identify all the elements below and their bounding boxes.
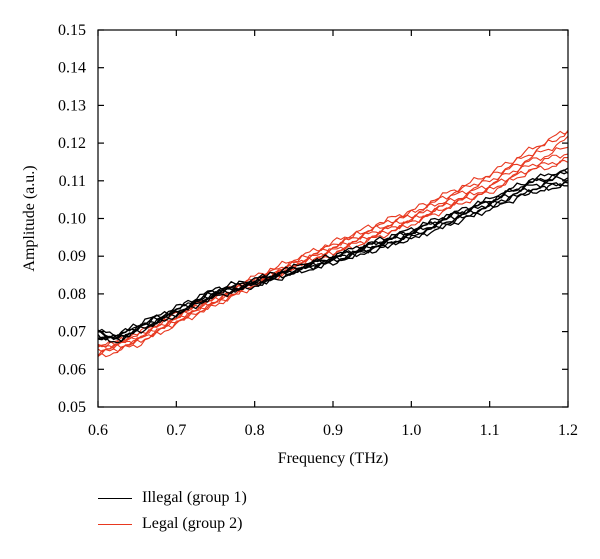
x-tick-label: 0.8 [245,422,265,439]
x-axis-label: Frequency (THz) [278,450,389,467]
series-line-illegal-5 [97,169,569,339]
y-tick-label: 0.07 [58,324,86,341]
x-tick-label: 1.1 [480,422,500,439]
x-tick-label: 1.0 [401,422,421,439]
x-tick-label: 1.2 [558,422,578,439]
y-tick-label: 0.12 [58,135,86,152]
legend: Illegal (group 1) Legal (group 2) [98,487,358,547]
legend-swatch-legal [98,523,132,525]
legend-item-illegal: Illegal (group 1) [98,487,247,509]
x-tick-label: 0.7 [166,422,186,439]
y-tick-label: 0.13 [58,97,86,114]
series-line-illegal-0 [97,167,569,340]
y-tick-label: 0.06 [58,361,86,378]
legend-item-legal: Legal (group 2) [98,513,242,535]
y-tick-label: 0.10 [58,211,86,228]
plot-frame [97,29,569,408]
legend-label-illegal: Illegal (group 1) [142,489,247,506]
y-tick-label: 0.05 [58,399,86,416]
x-tick-label: 0.6 [88,422,108,439]
series-line-illegal-4 [97,181,569,344]
series-layer [97,129,569,358]
y-tick-label: 0.15 [58,22,86,39]
y-tick-label: 0.08 [58,286,86,303]
y-tick-label: 0.14 [58,60,86,77]
amplitude-line-chart: 0.6 0.7 0.8 0.9 1.0 1.1 1.2 0.05 0.06 0.07 0.08 0.0… [21,22,578,467]
series-line-illegal-6 [97,183,569,341]
series-line-illegal-2 [97,175,569,341]
y-tick-label: 0.09 [58,248,86,265]
y-tick-label: 0.11 [59,173,86,190]
legend-label-legal: Legal (group 2) [142,515,243,532]
x-tick-label: 0.9 [323,422,343,439]
series-line-legal-11 [97,157,569,357]
legend-swatch-illegal [98,497,132,499]
y-axis-label: Amplitude (a.u.) [21,165,38,271]
axis-layer: 0.6 0.7 0.8 0.9 1.0 1.1 1.2 0.05 0.06 0.07 0.08 0.0… [58,22,578,439]
